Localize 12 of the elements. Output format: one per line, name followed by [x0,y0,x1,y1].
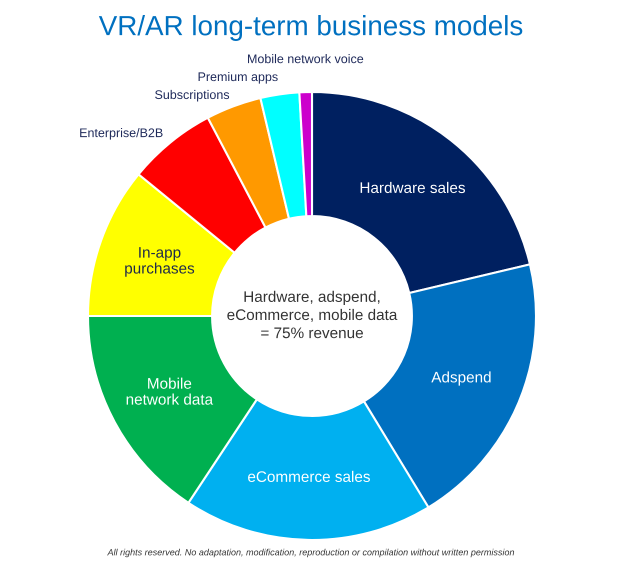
slice-label: Premium apps [198,72,278,84]
text: Hardware, adspend, eCommerce, mobile data = 75% revenue [227,290,398,338]
slice-label: Enterprise/B2B [80,128,163,140]
slice-label: Mobile network data [126,378,214,405]
slice-label: Hardware sales [360,182,465,194]
chart-title: VR/AR long-term business models [98,15,522,41]
slice-label: Mobile network voice [248,54,364,64]
text: All rights reserved. No adaptation, modification, reproduction or compilation without written permission [107,548,514,558]
slice-label: In-app purchases [125,247,194,277]
slice-label: Adspend [431,371,491,386]
slice-label: eCommerce sales [248,470,370,482]
slice-label: Subscriptions [155,90,230,102]
